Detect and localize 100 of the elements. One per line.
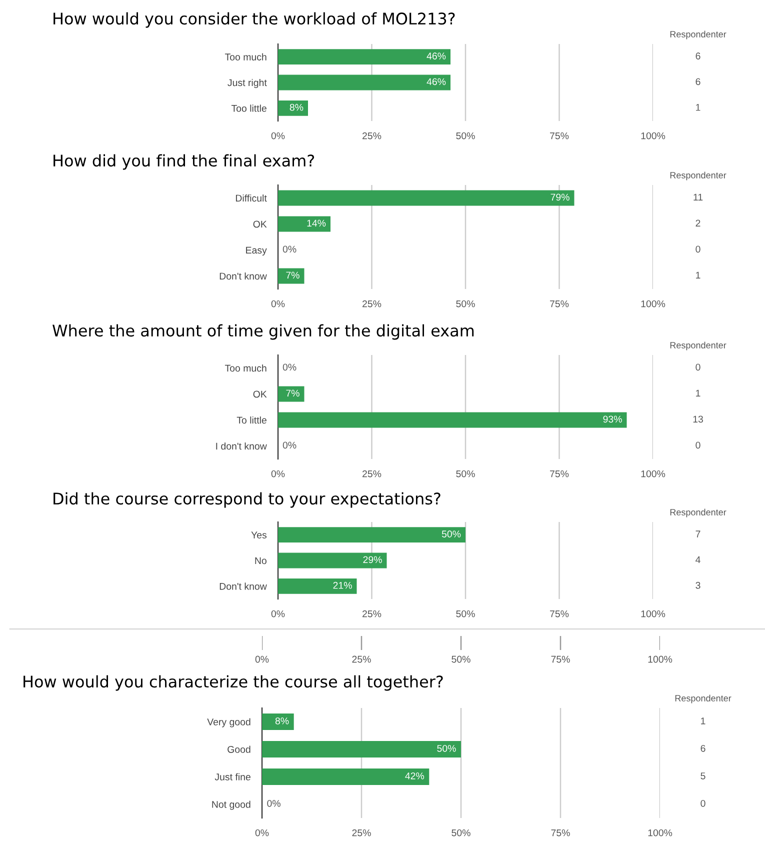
x-tick-label: 100% bbox=[641, 132, 666, 140]
text: 5 bbox=[700, 772, 706, 780]
text: 6 bbox=[696, 52, 700, 60]
data-label: 14% bbox=[307, 220, 326, 227]
x-tick-label: 75% bbox=[550, 132, 569, 140]
text: Respondenter bbox=[670, 172, 726, 180]
x-tick-label: 100% bbox=[641, 610, 666, 618]
bar bbox=[278, 527, 466, 543]
bar bbox=[278, 190, 574, 206]
data-label: 50% bbox=[437, 744, 456, 752]
x-tick-label: 0% bbox=[271, 610, 285, 618]
y-tick-label: Too much bbox=[224, 53, 266, 60]
data-label: 50% bbox=[442, 530, 461, 538]
x-tick-label: 100% bbox=[641, 300, 666, 308]
text: Respondenter bbox=[675, 694, 732, 704]
x-tick-label: 25% bbox=[362, 470, 382, 478]
data-label: 7% bbox=[286, 272, 300, 279]
y-tick-label: Good bbox=[228, 746, 250, 753]
x-tick-label: 25% bbox=[352, 829, 371, 836]
data-label: 0% bbox=[282, 246, 296, 253]
text: 2 bbox=[696, 220, 700, 227]
text: 11 bbox=[694, 194, 703, 201]
data-label: 46% bbox=[426, 52, 446, 60]
y-tick-label: OK bbox=[253, 390, 267, 398]
x-tick-label: 50% bbox=[456, 610, 475, 618]
y-tick-label: OK bbox=[253, 220, 267, 228]
data-label: 42% bbox=[405, 772, 424, 780]
x2-tick-label: 100% bbox=[648, 656, 672, 663]
x-tick-label: 0% bbox=[255, 829, 269, 836]
text: Respondenter bbox=[670, 342, 726, 350]
text: 1 bbox=[696, 390, 700, 397]
bar bbox=[278, 216, 330, 232]
x-tick-label: 50% bbox=[452, 829, 470, 836]
y-tick-label: Very good bbox=[207, 718, 250, 728]
bar bbox=[262, 768, 430, 785]
x-tick-label: 100% bbox=[648, 829, 672, 836]
text: 3 bbox=[696, 582, 700, 589]
y-tick-label: No bbox=[255, 557, 266, 564]
data-label: 0% bbox=[282, 364, 296, 371]
data-label: 79% bbox=[550, 194, 570, 201]
text: 0 bbox=[700, 800, 706, 807]
x-tick-label: 75% bbox=[550, 300, 569, 308]
y-tick-label: Easy bbox=[246, 246, 267, 256]
x-tick-label: 50% bbox=[456, 470, 475, 478]
bar bbox=[278, 552, 387, 568]
text: 6 bbox=[696, 78, 700, 86]
chart-title: Where the amount of time given for the digital exam bbox=[52, 324, 474, 340]
y-tick-label: Difficult bbox=[236, 194, 267, 202]
x-tick-label: 50% bbox=[456, 132, 475, 140]
text: 6 bbox=[700, 744, 706, 752]
bar bbox=[278, 578, 357, 594]
text: 0 bbox=[696, 246, 700, 253]
text: 4 bbox=[696, 556, 700, 564]
text: Respondenter bbox=[670, 508, 726, 518]
chart-title: How did you find the final exam? bbox=[54, 154, 314, 170]
data-label: 8% bbox=[275, 717, 289, 724]
x-tick-label: 75% bbox=[550, 610, 569, 618]
x-tick-label: 0% bbox=[271, 300, 285, 308]
text: 7 bbox=[696, 530, 700, 538]
y-tick-label: To little bbox=[236, 416, 266, 424]
y-tick-label: Just fine bbox=[214, 773, 250, 780]
y-tick-label: Yes bbox=[251, 532, 267, 538]
x-tick-label: 25% bbox=[362, 300, 382, 308]
bar bbox=[278, 268, 304, 284]
x-tick-label: 75% bbox=[550, 470, 569, 478]
data-label: 93% bbox=[603, 416, 622, 423]
x-tick-label: 25% bbox=[362, 132, 382, 140]
data-label: 29% bbox=[363, 556, 382, 564]
x2-tick-label: 0% bbox=[255, 656, 269, 663]
data-label: 0% bbox=[282, 442, 296, 449]
x2-tick-label: 25% bbox=[352, 656, 371, 663]
data-label: 21% bbox=[333, 582, 352, 589]
x-tick-label: 50% bbox=[456, 300, 475, 308]
y-tick-label: Just right bbox=[228, 78, 267, 88]
y-tick-label: Not good bbox=[212, 800, 250, 810]
data-label: 0% bbox=[267, 800, 280, 807]
text: Respondenter bbox=[670, 30, 726, 40]
chart-title: Did the course correspond to your expectations? bbox=[54, 492, 440, 508]
x-tick-label: 100% bbox=[641, 470, 666, 478]
text: 0 bbox=[696, 364, 700, 371]
y-tick-label: Don't know bbox=[220, 272, 267, 280]
x-tick-label: 0% bbox=[271, 470, 285, 478]
y-tick-label: Don't know bbox=[220, 582, 267, 590]
text: 1 bbox=[696, 104, 700, 111]
x2-tick-label: 50% bbox=[452, 656, 470, 663]
y-tick-label: Too little bbox=[231, 104, 266, 112]
data-label: 7% bbox=[286, 390, 300, 397]
bar bbox=[262, 741, 461, 758]
data-label: 46% bbox=[426, 78, 446, 86]
data-label: 8% bbox=[290, 104, 304, 111]
text: 1 bbox=[701, 718, 706, 724]
text: 1 bbox=[696, 272, 700, 279]
text: 13 bbox=[693, 416, 703, 423]
chart-title: How would you consider the workload of MOL213? bbox=[54, 12, 455, 28]
y-tick-label: Too much bbox=[224, 364, 266, 372]
x-tick-label: 25% bbox=[362, 610, 382, 618]
x-tick-label: 75% bbox=[551, 829, 570, 836]
x-tick-label: 0% bbox=[271, 132, 285, 140]
text: 0 bbox=[696, 442, 700, 449]
chart-title: How would you characterize the course all together? bbox=[24, 675, 443, 691]
